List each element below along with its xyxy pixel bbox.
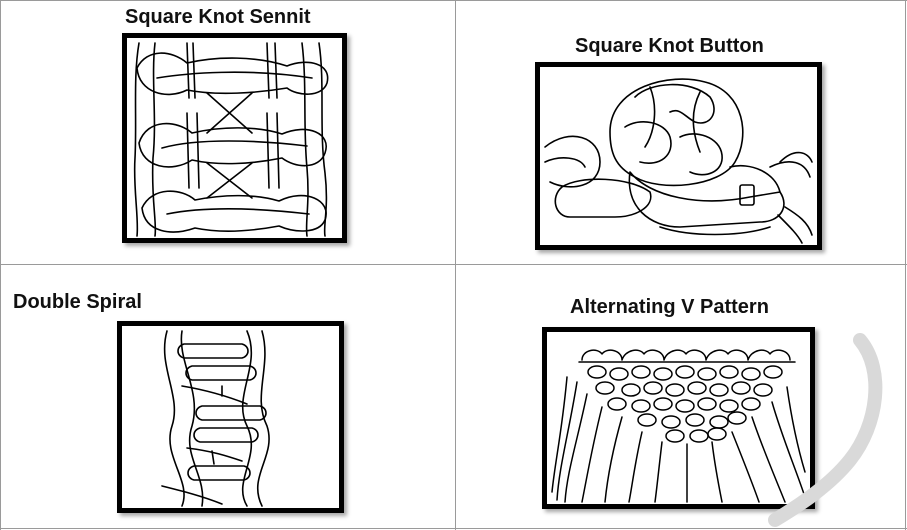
square-knot-sennit-frame [122,33,347,243]
double-spiral-drawing [122,326,339,508]
table-divider-vertical [455,0,456,530]
table-divider-horizontal [0,264,907,265]
cell-title-square-knot-button: Square Knot Button [575,35,764,57]
table-border-top [0,0,907,1]
square-knot-button-drawing [540,67,817,245]
table-border-bottom [0,528,907,529]
double-spiral-frame [117,321,344,513]
table-border-left [0,0,1,530]
cell-title-alternating-v-pattern: Alternating V Pattern [570,296,769,318]
cell-title-double-spiral: Double Spiral [13,291,142,313]
alternating-v-pattern-frame [542,327,815,509]
table-border-right [905,0,906,530]
square-knot-sennit-drawing [127,38,342,238]
cell-title-square-knot-sennit: Square Knot Sennit [125,6,311,28]
square-knot-button-frame [535,62,822,250]
alternating-v-pattern-drawing [547,332,810,504]
